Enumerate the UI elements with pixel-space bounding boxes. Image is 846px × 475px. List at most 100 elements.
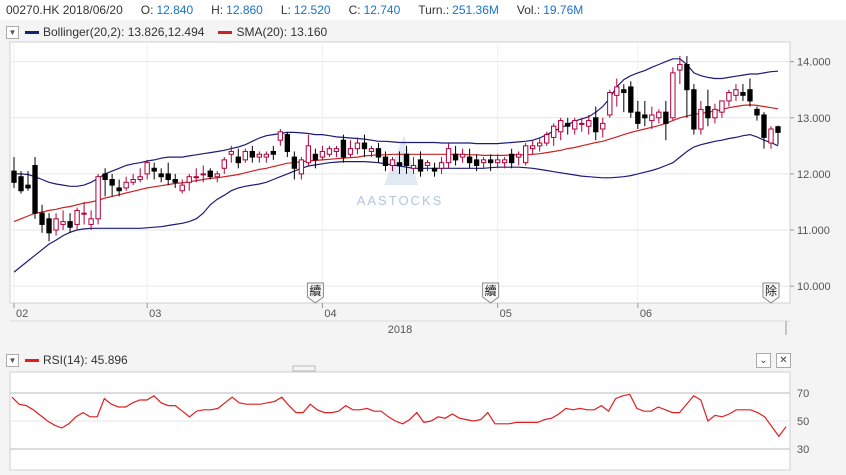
candle <box>572 117 578 135</box>
rsi-tick-label: 50 <box>797 416 809 428</box>
candle <box>165 162 171 186</box>
candle <box>123 176 129 191</box>
candle-body <box>221 159 227 169</box>
candle <box>158 168 164 183</box>
candle-body <box>312 153 319 161</box>
sma-line <box>13 104 779 223</box>
candle-body <box>530 145 536 150</box>
candle-body <box>522 145 529 164</box>
candle-body <box>544 134 550 144</box>
candle-body <box>193 176 199 179</box>
candle-body <box>677 63 683 71</box>
candle-body <box>649 114 655 122</box>
candle-body <box>600 122 606 130</box>
candle <box>179 179 185 194</box>
candle-body <box>340 139 347 158</box>
candle <box>558 117 564 141</box>
candle <box>754 106 760 121</box>
candle-body <box>200 173 206 176</box>
rsi-indicator-dropdown[interactable]: ▼ <box>6 353 19 367</box>
event-marker: 續 <box>482 282 500 304</box>
panel-resize-handle <box>292 365 316 372</box>
event-marker-shape <box>762 282 780 304</box>
rsi-close-button[interactable]: ✕ <box>776 353 791 368</box>
candle <box>656 109 662 124</box>
event-marker-label: 續 <box>309 283 321 298</box>
candle <box>354 137 361 155</box>
candle <box>25 171 31 191</box>
chevron-down-icon: ⌄ <box>759 355 768 366</box>
main-indicator-dropdown[interactable]: ▼ <box>6 25 19 39</box>
sma-legend: SMA(20): 13.160 <box>218 25 327 39</box>
candle <box>109 173 115 197</box>
candle <box>761 112 767 149</box>
candle-body <box>684 63 690 91</box>
candle <box>39 204 45 233</box>
candle <box>102 168 108 197</box>
y-tick-label: 11.000 <box>797 225 830 237</box>
candle <box>144 159 150 180</box>
candle-body <box>642 114 648 119</box>
candle-body <box>747 89 753 102</box>
candle-body <box>396 162 403 166</box>
candle-body <box>656 111 662 119</box>
symbol-date: 00270.HK 2018/06/20 <box>6 3 123 17</box>
quote-bar: 00270.HK 2018/06/20 O: 12.840 H: 12.860 … <box>0 0 846 20</box>
rsi-collapse-button[interactable]: ⌄ <box>756 353 771 368</box>
candle <box>747 78 753 107</box>
candle-body <box>53 218 59 231</box>
candle <box>635 100 641 129</box>
candle <box>663 100 669 141</box>
candle <box>389 157 396 172</box>
candle <box>642 100 648 127</box>
candle <box>593 106 599 141</box>
candle <box>284 131 291 158</box>
candle-body <box>579 122 585 125</box>
event-marker: 續 <box>306 282 324 304</box>
candle-body <box>326 148 333 155</box>
candle <box>417 151 424 177</box>
watermark-logo <box>384 135 418 185</box>
bollinger-legend: Bollinger(20,2): 13.826,12.494 <box>25 25 204 39</box>
candle-body <box>256 153 262 158</box>
candle <box>515 151 522 166</box>
candle <box>298 157 305 180</box>
chevron-down-icon: ▼ <box>8 27 17 37</box>
rsi-legend: RSI(14): 45.896 <box>25 353 128 367</box>
candle <box>740 84 746 101</box>
candle-body <box>102 173 108 181</box>
candle-body <box>263 153 270 158</box>
candle-body <box>508 153 515 164</box>
open-label: O: <box>140 3 154 17</box>
candle <box>319 145 326 160</box>
candle-body <box>417 159 424 172</box>
candle <box>326 145 333 158</box>
candle <box>46 213 52 242</box>
candle-body <box>410 164 417 169</box>
rsi-label: RSI(14): 45.896 <box>43 353 128 367</box>
rsi-tick-label: 70 <box>797 388 809 400</box>
candle <box>445 143 452 169</box>
turnover-label: Turn.: <box>418 3 450 17</box>
candle <box>410 157 417 174</box>
candle-body <box>614 86 620 96</box>
candle-body <box>740 92 746 96</box>
candle-body <box>733 89 739 96</box>
candle <box>312 148 319 169</box>
candle <box>684 56 690 118</box>
candle-body <box>670 72 676 119</box>
x-year-label: 2018 <box>388 324 412 336</box>
sma-swatch <box>218 30 233 34</box>
candle <box>207 168 213 180</box>
candle <box>579 117 585 132</box>
candle <box>60 210 66 231</box>
close-value: 12.740 <box>363 3 401 17</box>
rsi-line <box>11 393 787 438</box>
candle-body <box>305 145 312 164</box>
candle-body <box>67 221 73 228</box>
y-tick-label: 12.000 <box>797 169 831 181</box>
bollinger-upper-line <box>14 58 779 187</box>
candle <box>649 106 655 129</box>
candle-body <box>25 184 31 189</box>
